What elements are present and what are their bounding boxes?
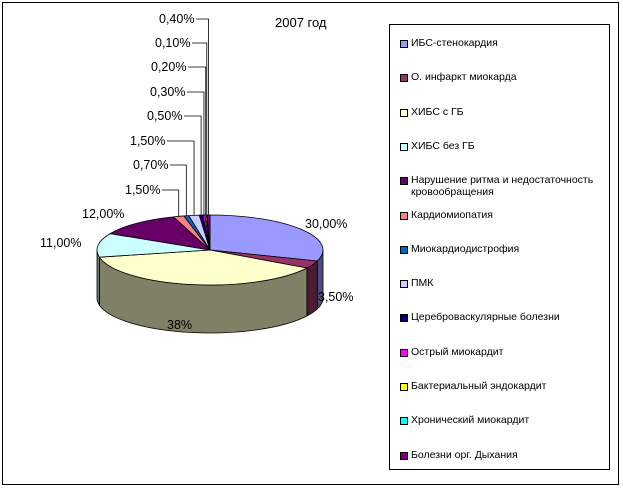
chart-title: 2007 год [275, 15, 327, 30]
legend-swatch [400, 417, 408, 426]
data-label-4: 12,00% [82, 207, 124, 221]
legend: ИБС-стенокардия О. инфаркт миокарда ХИБС с… [389, 24, 610, 470]
legend-swatch [400, 211, 408, 220]
leader-line-9 [187, 91, 205, 216]
pie-side-1 [306, 260, 318, 317]
data-label-10: 0,20% [151, 60, 186, 74]
data-label-1: 3,50% [318, 290, 353, 304]
pie-slice-2 [98, 249, 309, 286]
legend-label: ХИБС с ГБ [411, 105, 464, 118]
legend-swatch [400, 245, 408, 254]
legend-label: Нарушение ритма и недостаточность кровоо… [411, 174, 594, 199]
leader-line-5 [162, 189, 180, 217]
legend-label: Бактериальный эндокардит [411, 380, 547, 392]
leader-line-12 [196, 18, 209, 216]
leader-line-11 [192, 42, 208, 216]
legend-label: ХИБС без ГБ [411, 139, 475, 152]
legend-label: Цереброваскулярные болезни [411, 311, 560, 324]
data-label-3: 11,00% [40, 236, 81, 250]
legend-label: Хронический миокардит [411, 414, 530, 427]
legend-label: Миокардиодистрофия [411, 242, 520, 255]
legend-label: ПМК [411, 277, 434, 290]
legend-swatch [400, 451, 408, 460]
legend-label: Острый миокардит [411, 345, 504, 358]
legend-label: Болезни орг. Дыхания [411, 448, 518, 461]
legend-swatch [400, 314, 408, 323]
data-label-8: 0,50% [147, 109, 182, 123]
data-label-0: 30,00% [305, 217, 347, 231]
legend-swatch [400, 280, 408, 289]
legend-swatch [400, 74, 408, 83]
data-label-12: 0,40% [159, 12, 194, 26]
leader-line-6 [170, 164, 187, 216]
legend-swatch [400, 40, 408, 48]
legend-label: Кардиомиопатия [411, 208, 493, 221]
leader-line-8 [184, 115, 202, 216]
pie-slice-3 [96, 233, 211, 258]
data-label-11: 0,10% [155, 36, 190, 50]
data-label-9: 0,30% [150, 85, 185, 99]
legend-swatch [400, 348, 408, 357]
legend-swatch [400, 142, 408, 151]
legend-swatch [400, 177, 408, 186]
legend-label: О. инфаркт миокарда [411, 71, 517, 84]
pie-slice-0 [209, 214, 324, 262]
legend-swatch [400, 108, 408, 117]
pie-side-3 [96, 249, 100, 307]
leader-line-10 [188, 66, 207, 216]
legend-swatch [400, 383, 408, 391]
leader-line-7 [167, 140, 195, 216]
pie-slice-4 [108, 216, 212, 251]
data-label-7: 1,50% [130, 134, 165, 148]
data-label-6: 0,70% [133, 158, 168, 172]
legend-label: ИБС-стенокардия [411, 37, 498, 49]
data-label-5: 1,50% [125, 183, 160, 197]
data-label-2: 38% [167, 318, 192, 332]
